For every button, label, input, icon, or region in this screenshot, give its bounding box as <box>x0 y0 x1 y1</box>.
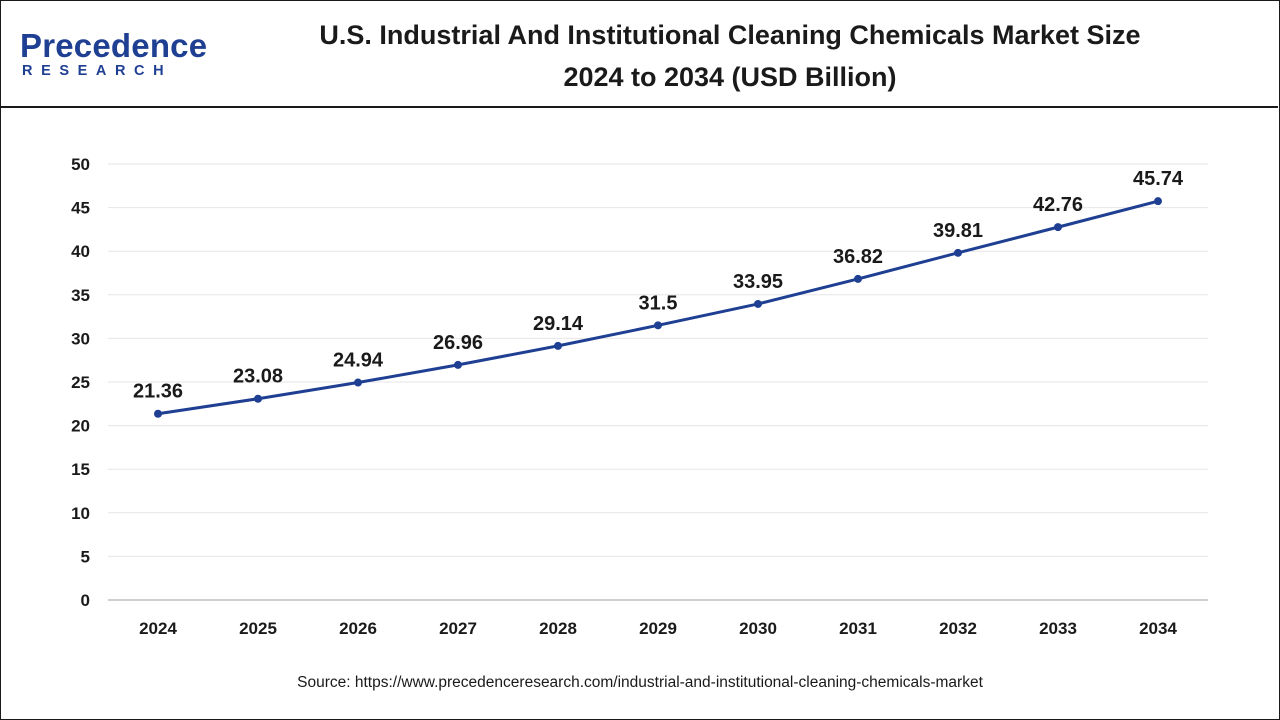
y-tick-label-30: 30 <box>71 329 90 348</box>
y-tick-label-0: 0 <box>81 591 90 610</box>
data-point-2031[interactable] <box>854 274 862 283</box>
y-tick-label-5: 5 <box>81 547 90 566</box>
data-point-2026[interactable] <box>354 378 362 387</box>
data-point-2034[interactable] <box>1154 197 1162 206</box>
data-point-2027[interactable] <box>454 360 462 369</box>
data-point-2033[interactable] <box>1054 223 1062 232</box>
x-tick-label-2024: 2024 <box>139 619 177 638</box>
data-label-2027: 26.96 <box>433 332 483 354</box>
brand-subtitle: RESEARCH <box>22 63 173 79</box>
data-point-2029[interactable] <box>654 321 662 330</box>
y-tick-label-15: 15 <box>71 460 90 479</box>
data-label-2030: 33.95 <box>733 271 783 293</box>
y-axis: 0 5 10 15 20 25 30 35 40 45 50 <box>71 155 90 610</box>
y-tick-label-40: 40 <box>71 242 90 261</box>
x-tick-label-2026: 2026 <box>339 619 377 638</box>
x-tick-label-2032: 2032 <box>939 619 977 638</box>
data-labels: 21.36 23.08 24.94 26.96 29.14 31.5 33.95 36.82 3… <box>133 168 1184 403</box>
data-label-2034: 45.74 <box>1133 168 1184 190</box>
x-tick-label-2034: 2034 <box>1139 619 1177 638</box>
x-tick-label-2027: 2027 <box>439 619 477 638</box>
x-tick-label-2028: 2028 <box>539 619 577 638</box>
data-point-2032[interactable] <box>954 248 962 257</box>
brand-name: Precedence <box>20 27 208 64</box>
x-axis: 2024 2025 2026 2027 2028 2029 2030 2031 2032 2033… <box>108 599 1208 638</box>
chart-title-line1: U.S. Industrial And Institutional Cleani… <box>319 20 1141 50</box>
series-market-size <box>154 197 1162 418</box>
data-label-2029: 31.5 <box>639 292 678 314</box>
y-tick-label-50: 50 <box>71 155 90 174</box>
header: Precedence RESEARCH U.S. Industrial And … <box>0 0 1278 108</box>
y-tick-label-35: 35 <box>71 286 90 305</box>
brand-logo[interactable]: Precedence RESEARCH <box>20 28 220 84</box>
data-point-2025[interactable] <box>254 394 262 403</box>
source-note: Source: https://www.precedenceresearch.c… <box>297 674 983 691</box>
chart-title-line2: 2024 to 2034 (USD Billion) <box>563 62 897 92</box>
x-tick-label-2033: 2033 <box>1039 619 1077 638</box>
data-point-2030[interactable] <box>754 299 762 308</box>
data-label-2026: 24.94 <box>333 350 384 372</box>
chart-title: U.S. Industrial And Institutional Cleani… <box>240 14 1220 98</box>
data-label-2024: 21.36 <box>133 381 183 403</box>
y-tick-label-45: 45 <box>71 199 90 218</box>
x-tick-label-2029: 2029 <box>639 619 677 638</box>
data-label-2033: 42.76 <box>1033 194 1083 216</box>
y-tick-label-20: 20 <box>71 417 90 436</box>
data-label-2028: 29.14 <box>533 313 584 335</box>
data-label-2032: 39.81 <box>933 220 983 242</box>
data-label-2025: 23.08 <box>233 366 283 388</box>
x-tick-label-2030: 2030 <box>739 619 777 638</box>
y-tick-label-25: 25 <box>71 373 90 392</box>
gridlines <box>108 163 1208 557</box>
data-point-2024[interactable] <box>154 409 162 418</box>
x-tick-label-2031: 2031 <box>839 619 877 638</box>
x-tick-label-2025: 2025 <box>239 619 277 638</box>
data-point-2028[interactable] <box>554 341 562 350</box>
data-label-2031: 36.82 <box>833 246 883 268</box>
y-tick-label-10: 10 <box>71 504 90 523</box>
